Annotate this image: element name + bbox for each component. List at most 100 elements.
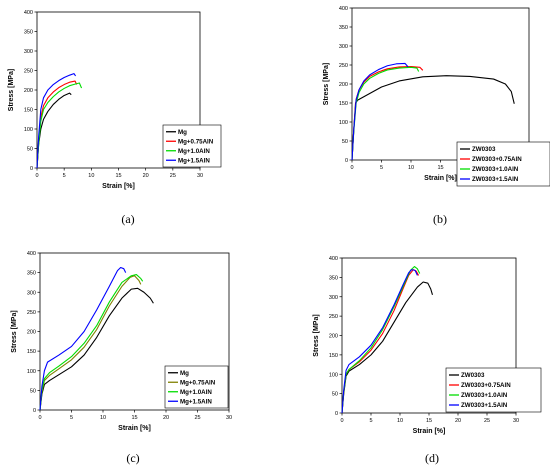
- y-tick-label: 150: [24, 108, 33, 114]
- y-tick-label: 100: [329, 372, 338, 378]
- x-tick-label: 20: [143, 173, 149, 179]
- x-tick-label: 20: [163, 415, 169, 421]
- y-tick-label: 100: [27, 369, 36, 375]
- y-tick-label: 50: [27, 147, 33, 153]
- y-tick-label: 50: [30, 388, 36, 394]
- y-axis-label: Stress [MPa]: [8, 69, 15, 111]
- series-line: [341, 269, 420, 414]
- panel-label: (b): [433, 212, 447, 226]
- y-tick-label: 300: [329, 295, 338, 301]
- x-tick-label: 10: [397, 418, 403, 424]
- x-tick-label: 5: [380, 165, 383, 171]
- x-tick-label: 25: [194, 415, 200, 421]
- series-line: [341, 265, 421, 414]
- legend-entry: ZW0303+1.5AlN: [461, 402, 508, 409]
- y-tick-label: 150: [339, 101, 348, 107]
- panel-label: (c): [126, 451, 139, 465]
- legend-box: [456, 141, 550, 187]
- x-tick-label: 15: [426, 418, 432, 424]
- legend-entry: Mg+1.0AlN: [178, 148, 210, 155]
- x-tick-label: 5: [369, 418, 372, 424]
- y-tick-label: 250: [27, 310, 36, 316]
- y-tick-label: 250: [339, 63, 348, 69]
- legend-entry: Mg: [178, 129, 187, 136]
- y-axis-label: Stress [MPa]: [11, 310, 18, 352]
- y-tick-label: 300: [27, 290, 36, 296]
- y-tick-label: 150: [329, 353, 338, 359]
- y-tick-label: 0: [30, 166, 33, 172]
- legend-box: [445, 367, 542, 413]
- y-tick-label: 300: [24, 49, 33, 55]
- y-tick-label: 200: [24, 88, 33, 94]
- x-tick-label: 15: [115, 173, 121, 179]
- x-tick-label: 15: [131, 415, 137, 421]
- y-tick-label: 400: [329, 256, 338, 262]
- x-tick-label: 10: [88, 173, 94, 179]
- y-tick-label: 400: [339, 6, 348, 12]
- x-tick-label: 30: [226, 415, 232, 421]
- x-tick-label: 5: [63, 173, 66, 179]
- x-tick-label: 15: [437, 165, 443, 171]
- y-tick-label: 250: [24, 69, 33, 75]
- legend-entry: ZW0303+1.5AlN: [472, 176, 519, 183]
- y-tick-label: 350: [27, 271, 36, 277]
- x-tick-label: 30: [513, 418, 519, 424]
- y-tick-label: 250: [329, 314, 338, 320]
- x-tick-label: 5: [70, 415, 73, 421]
- x-tick-label: 25: [170, 173, 176, 179]
- x-axis-label: Strain [%]: [413, 428, 446, 435]
- y-tick-label: 350: [339, 25, 348, 31]
- series-line: [351, 62, 409, 161]
- x-tick-label: 0: [35, 173, 38, 179]
- legend-entry: Mg+1.5AlN: [178, 157, 210, 164]
- x-tick-label: 0: [38, 415, 41, 421]
- series-line: [36, 73, 77, 169]
- chart-panel: 051015202530050100150200250300350400Stra…: [323, 6, 550, 226]
- series-line: [351, 65, 424, 161]
- y-tick-label: 150: [27, 349, 36, 355]
- x-axis-label: Strain [%]: [118, 425, 151, 432]
- x-axis-label: Strain [%]: [424, 175, 457, 182]
- x-tick-label: 10: [408, 165, 414, 171]
- series-line: [39, 274, 144, 411]
- y-tick-label: 50: [332, 392, 338, 398]
- y-tick-label: 350: [329, 275, 338, 281]
- legend-entry: Mg: [180, 370, 189, 377]
- y-axis-label: Stress [MPa]: [323, 63, 330, 105]
- series-line: [36, 82, 83, 169]
- legend-entry: Mg+0.75AlN: [180, 379, 216, 386]
- y-tick-label: 300: [339, 44, 348, 50]
- plot-frame: [351, 7, 530, 161]
- series-line: [351, 66, 420, 161]
- y-tick-label: 400: [24, 10, 33, 16]
- y-tick-label: 50: [342, 139, 348, 145]
- legend-entry: Mg+1.5AlN: [180, 398, 212, 405]
- x-tick-label: 30: [197, 173, 203, 179]
- y-tick-label: 0: [335, 411, 338, 417]
- y-tick-label: 400: [27, 251, 36, 257]
- legend-entry: ZW0303+1.0AlN: [472, 166, 519, 173]
- y-axis-label: Stress [MPa]: [313, 314, 320, 356]
- y-tick-label: 200: [329, 334, 338, 340]
- x-tick-label: 25: [484, 418, 490, 424]
- series-line: [341, 281, 434, 414]
- y-tick-label: 0: [33, 408, 36, 414]
- legend-entry: ZW0303+0.75AlN: [472, 156, 522, 163]
- y-tick-label: 100: [339, 120, 348, 126]
- series-line: [39, 275, 142, 411]
- x-tick-label: 20: [455, 418, 461, 424]
- x-tick-label: 0: [350, 165, 353, 171]
- legend-entry: ZW0303: [472, 146, 496, 153]
- y-tick-label: 100: [24, 127, 33, 133]
- legend-entry: ZW0303: [461, 372, 485, 379]
- x-tick-label: 0: [340, 418, 343, 424]
- x-tick-label: 10: [100, 415, 106, 421]
- y-tick-label: 350: [24, 30, 33, 36]
- legend-entry: Mg+1.0AlN: [180, 389, 212, 396]
- series-line: [341, 269, 418, 414]
- legend-entry: ZW0303+0.75AlN: [461, 382, 511, 389]
- panel-label: (a): [121, 212, 134, 226]
- y-tick-label: 200: [339, 82, 348, 88]
